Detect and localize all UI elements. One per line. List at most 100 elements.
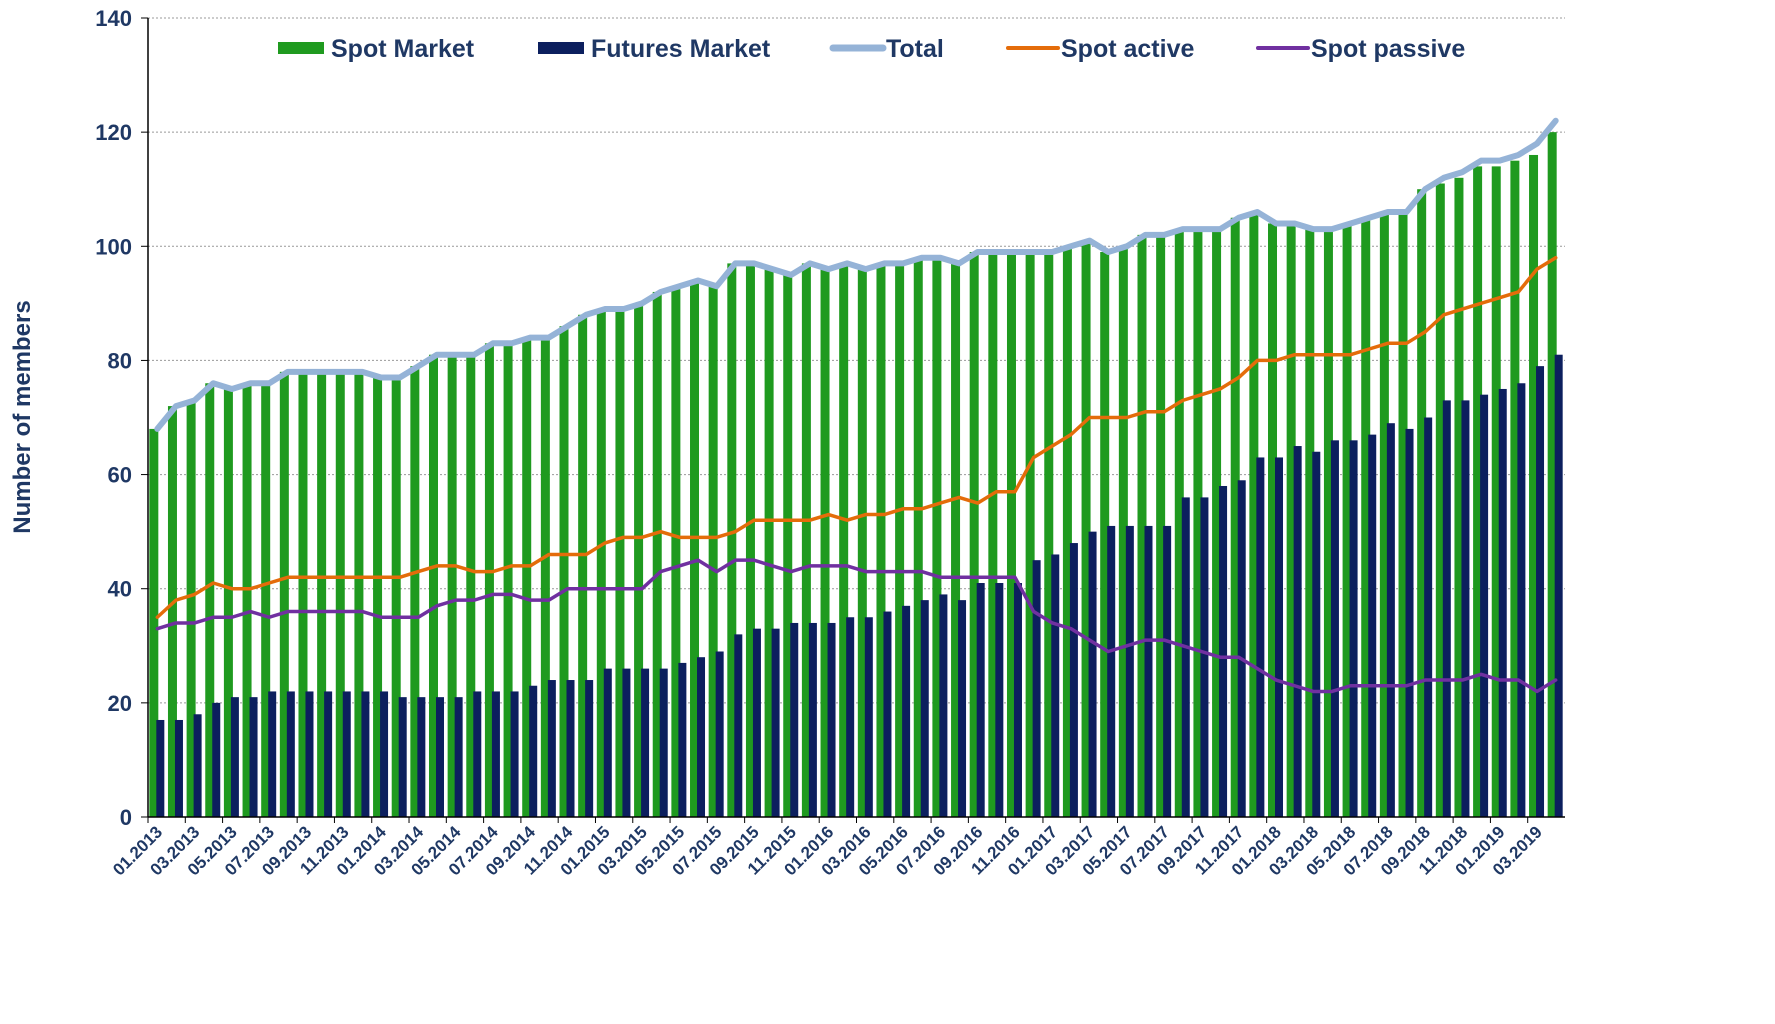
bar xyxy=(1212,229,1222,817)
bar xyxy=(578,314,588,817)
bar xyxy=(566,680,575,817)
bar xyxy=(1454,177,1464,818)
bar xyxy=(615,309,625,817)
bar xyxy=(1137,234,1147,817)
bar xyxy=(1510,160,1520,817)
bar xyxy=(1424,417,1433,817)
legend-swatch xyxy=(538,42,584,54)
y-tick-label: 100 xyxy=(95,234,132,259)
legend-label: Futures Market xyxy=(591,35,771,63)
bar xyxy=(1144,525,1153,817)
bar xyxy=(697,657,706,817)
bar xyxy=(1044,251,1054,817)
bar xyxy=(708,286,718,817)
bar xyxy=(1473,166,1483,817)
bar xyxy=(1237,480,1246,817)
bar xyxy=(193,714,202,817)
bar xyxy=(447,354,457,817)
bar xyxy=(1480,394,1489,817)
bar xyxy=(671,286,681,817)
bar xyxy=(1268,223,1278,817)
bar xyxy=(205,383,215,817)
bar xyxy=(317,371,327,817)
bar xyxy=(1156,234,1166,817)
bar xyxy=(1107,525,1116,817)
bar xyxy=(857,269,867,818)
bar xyxy=(1025,251,1035,817)
bar xyxy=(1163,525,1172,817)
bar xyxy=(174,719,183,817)
y-tick-label: 60 xyxy=(108,463,132,488)
bar xyxy=(1349,440,1358,817)
bar xyxy=(305,691,314,817)
bar xyxy=(342,691,351,817)
bar xyxy=(1379,212,1389,818)
bar xyxy=(995,583,1004,817)
bar xyxy=(398,697,407,817)
bar xyxy=(1386,423,1395,817)
bar xyxy=(466,354,476,817)
bar xyxy=(764,269,774,818)
bar xyxy=(261,383,271,817)
bar xyxy=(1230,217,1240,817)
bar xyxy=(734,634,743,817)
bar xyxy=(1554,354,1563,817)
bar xyxy=(1330,440,1339,817)
bar xyxy=(1517,383,1526,817)
bar xyxy=(286,691,295,817)
bar xyxy=(503,343,513,817)
bar xyxy=(1417,189,1427,817)
bar xyxy=(1219,485,1228,817)
bar xyxy=(491,691,500,817)
bar xyxy=(1547,132,1557,818)
bar xyxy=(212,702,221,817)
bar xyxy=(715,651,724,817)
bar xyxy=(634,303,644,817)
bar xyxy=(902,605,911,817)
bar xyxy=(529,685,538,817)
bar xyxy=(510,691,519,817)
bar xyxy=(827,622,836,817)
bar xyxy=(920,600,929,817)
bar xyxy=(839,263,849,818)
bar xyxy=(1342,223,1352,817)
bar xyxy=(690,280,700,817)
bar xyxy=(846,617,855,817)
bar xyxy=(939,594,948,817)
bar xyxy=(1529,154,1539,817)
bar xyxy=(391,377,401,817)
bar xyxy=(1174,229,1184,817)
bar xyxy=(951,263,961,818)
bar xyxy=(1249,212,1259,818)
bar xyxy=(428,354,438,817)
bar xyxy=(913,257,923,817)
bar xyxy=(1006,251,1016,817)
bar xyxy=(242,383,252,817)
legend-swatch xyxy=(278,42,324,54)
bar xyxy=(223,388,233,817)
bar xyxy=(540,337,550,817)
bar xyxy=(883,611,892,817)
bar xyxy=(1118,246,1128,818)
bar xyxy=(596,309,606,817)
bar xyxy=(324,691,333,817)
bar xyxy=(1312,451,1321,817)
bar xyxy=(1491,166,1501,817)
bar xyxy=(932,257,942,817)
bar xyxy=(969,251,979,817)
line xyxy=(155,558,1558,694)
bar xyxy=(149,428,159,817)
bar xyxy=(186,400,196,817)
bar xyxy=(1286,223,1296,817)
bar xyxy=(1200,497,1209,817)
bar xyxy=(559,326,569,817)
bar xyxy=(771,628,780,817)
bar xyxy=(249,697,258,817)
legend-label: Spot active xyxy=(1061,35,1194,63)
bar xyxy=(547,680,556,817)
bar xyxy=(876,263,886,818)
bar xyxy=(603,668,612,817)
bar xyxy=(1081,240,1091,818)
